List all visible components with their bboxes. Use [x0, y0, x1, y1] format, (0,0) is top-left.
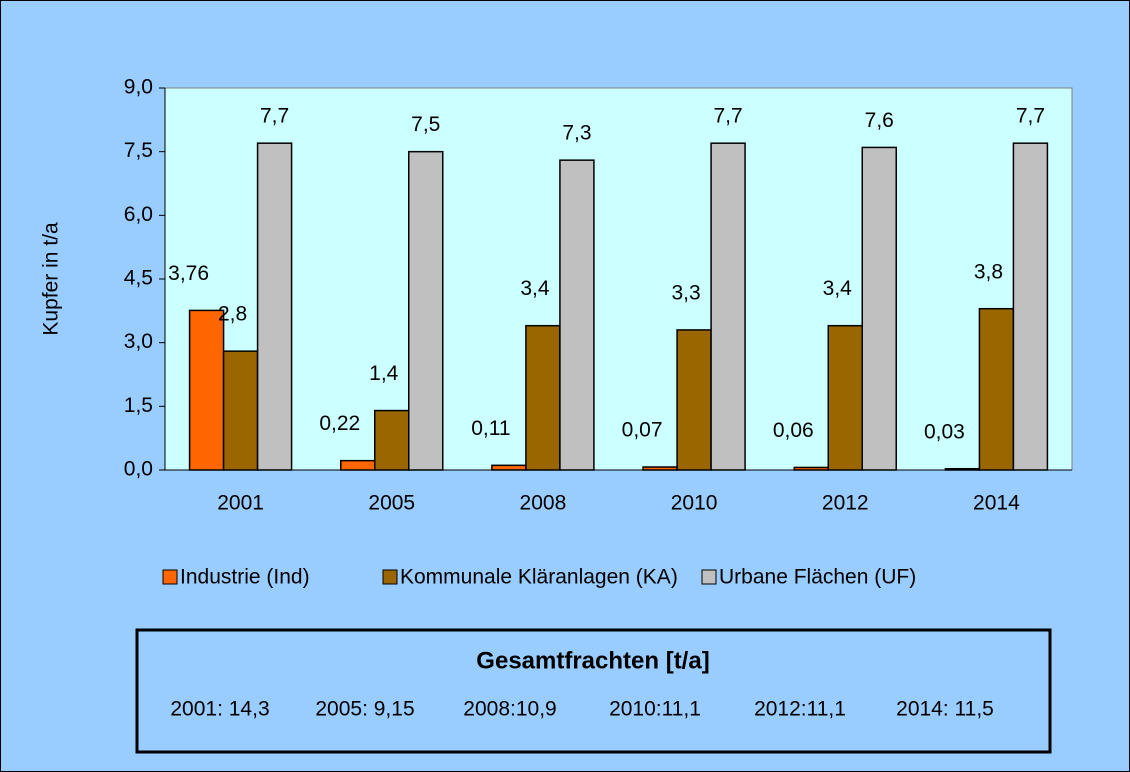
bar [340, 459, 376, 471]
bar [222, 350, 259, 471]
x-tick-label: 2012 [822, 492, 869, 515]
y-tick-label: 9,0 [124, 76, 153, 99]
y-tick-label: 3,0 [124, 330, 153, 353]
value-label: 3,8 [974, 260, 1003, 283]
bar [793, 466, 829, 471]
value-label: 1,4 [369, 362, 399, 385]
bar [978, 307, 1015, 471]
legend-swatch [701, 569, 717, 585]
y-axis-label: Kupfer in t/a [40, 222, 63, 336]
x-tick-label: 2008 [520, 492, 567, 515]
value-label: 0,07 [622, 419, 663, 442]
value-label: 0,22 [319, 412, 360, 435]
x-tick-label: 2005 [368, 492, 415, 515]
legend-swatch [162, 569, 178, 585]
value-label: 3,3 [671, 281, 700, 304]
bar [861, 146, 897, 471]
bar [710, 142, 746, 471]
value-label: 0,06 [773, 419, 814, 442]
bar [559, 159, 595, 471]
legend-label: Kommunale Kläranlagen (KA) [400, 566, 678, 589]
value-label: 7,7 [1016, 105, 1045, 128]
y-tick-label: 0,0 [124, 458, 153, 481]
value-label: 3,76 [168, 262, 209, 285]
value-label: 3,4 [520, 277, 550, 300]
bar [642, 466, 678, 471]
value-label: 7,7 [260, 105, 289, 128]
legend-label: Industrie (Ind) [180, 566, 310, 589]
summary-item: 2005: 9,15 [315, 698, 414, 721]
summary-item: 2001: 14,3 [170, 698, 269, 721]
value-label: 0,03 [924, 420, 965, 443]
summary-item: 2014: 11,5 [896, 698, 994, 721]
value-label: 3,4 [823, 277, 853, 300]
bar [827, 324, 863, 471]
bar [408, 150, 444, 471]
bar [944, 467, 981, 471]
y-tick-label: 4,5 [124, 267, 153, 290]
bar [374, 409, 410, 471]
x-tick-label: 2001 [217, 492, 264, 515]
plot-area [164, 87, 1073, 471]
legend-label: Urbane Flächen (UF) [719, 566, 916, 589]
summary-title: Gesamtfrachten [t/a] [476, 647, 709, 674]
value-label: 7,5 [411, 113, 440, 136]
x-tick-label: 2014 [973, 492, 1020, 515]
y-tick-label: 7,5 [124, 139, 153, 162]
value-label: 2,8 [218, 303, 247, 326]
bar [256, 142, 293, 471]
summary-item: 2010:11,1 [609, 698, 701, 721]
bar [676, 329, 712, 471]
summary-box [135, 628, 1052, 754]
legend-swatch [382, 569, 398, 585]
bar [188, 309, 225, 471]
x-tick-label: 2010 [671, 492, 718, 515]
bar [491, 464, 527, 471]
bar [525, 324, 561, 471]
summary-item: 2008:10,9 [463, 698, 556, 721]
value-label: 0,11 [471, 417, 510, 440]
y-tick-label: 6,0 [124, 203, 153, 226]
y-tick-label: 1,5 [124, 394, 153, 417]
value-label: 7,7 [713, 105, 742, 128]
bar [1012, 142, 1049, 471]
value-label: 7,3 [562, 122, 591, 145]
value-label: 7,6 [865, 109, 894, 132]
summary-item: 2012:11,1 [754, 698, 846, 721]
